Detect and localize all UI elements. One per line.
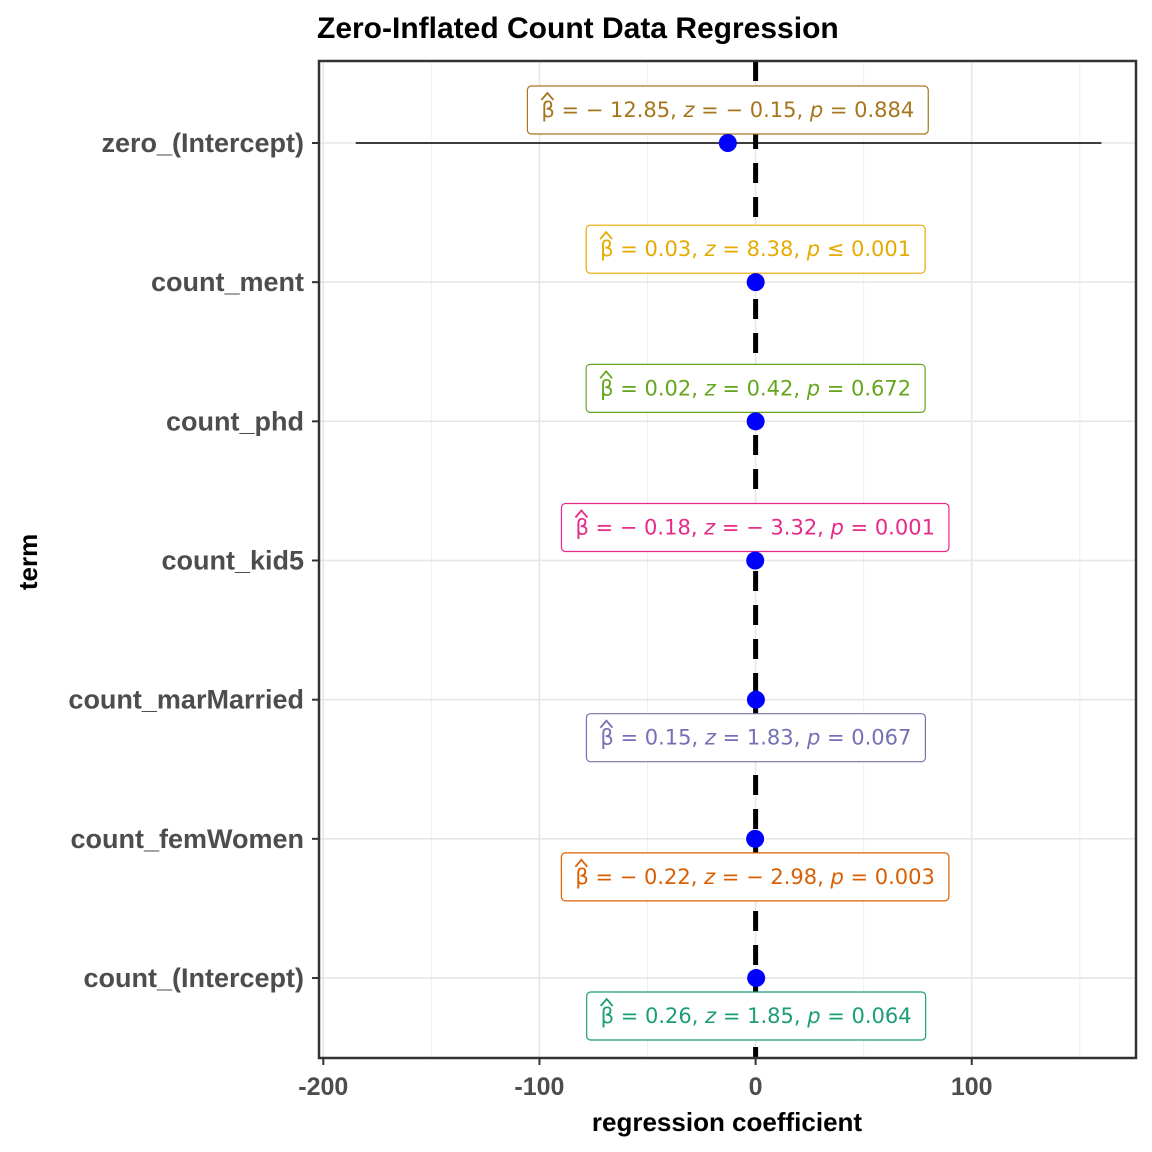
beta-hat-mark <box>574 509 589 519</box>
beta-hat-mark <box>599 230 613 240</box>
estimate-point <box>746 690 765 709</box>
coefficient-label: β = 0.02, z = 0.42, p = 0.672 <box>585 363 926 413</box>
estimate-point <box>746 551 765 570</box>
coefficient-labels: β = − 12.85, z = − 0.15, p = 0.884 β = 0.… <box>526 85 950 1041</box>
estimate-points <box>718 134 766 988</box>
x-axis-title: regression coefficient <box>592 1107 863 1137</box>
x-tick-label: 100 <box>951 1073 993 1101</box>
chart-title: Zero-Inflated Count Data Regression <box>317 12 839 45</box>
coefficient-label-box <box>560 852 950 902</box>
estimate-point <box>718 134 737 152</box>
y-tick-label: zero_(Intercept) <box>101 128 304 158</box>
estimate-point <box>747 969 766 988</box>
estimate-point <box>746 412 765 431</box>
coefficient-label-text: β = − 0.22, z = − 2.98, p = 0.003 <box>575 865 935 889</box>
y-tick-label: count_kid5 <box>161 546 304 576</box>
y-tick-label: count_(Intercept) <box>83 963 304 993</box>
beta-hat-mark <box>574 858 589 868</box>
coefficient-label-text: β = − 0.18, z = − 3.32, p = 0.001 <box>575 516 935 540</box>
coefficient-label: β = 0.26, z = 1.85, p = 0.064 <box>586 991 927 1041</box>
coefficient-label: β = − 0.18, z = − 3.32, p = 0.001 <box>560 502 950 553</box>
x-tick-label: -200 <box>298 1073 348 1101</box>
plot-panel-border <box>317 59 1138 1060</box>
y-tick-label: count_marMarried <box>68 685 304 715</box>
coefficient-label-box <box>585 713 927 763</box>
beta-hat-mark <box>599 997 614 1007</box>
coefficient-label: β = 0.15, z = 1.83, p = 0.067 <box>585 713 927 763</box>
y-axis: zero_(Intercept) count_ment count_phdcount… <box>68 128 319 993</box>
beta-hat-mark <box>599 369 613 379</box>
coefficient-label-box <box>586 991 927 1041</box>
y-tick-label: count_ment <box>151 267 304 297</box>
y-tick-label: count_phd <box>166 406 304 436</box>
coefficient-label-text: β = 0.02, z = 0.42, p = 0.672 <box>600 376 911 400</box>
estimate-point <box>746 829 765 848</box>
x-tick-label: -100 <box>514 1073 564 1101</box>
coefficient-label-text: β = 0.26, z = 1.85, p = 0.064 <box>601 1004 912 1028</box>
coefficient-label-text: β = 0.15, z = 1.83, p = 0.067 <box>600 726 911 750</box>
x-tick-label: 0 <box>749 1073 763 1101</box>
coefficient-label: β = − 12.85, z = − 0.15, p = 0.884 <box>526 85 929 135</box>
y-tick-label: count_femWomen <box>70 824 304 854</box>
beta-hat-mark <box>540 91 555 101</box>
estimate-point <box>746 273 765 292</box>
grid-lines <box>319 61 1136 1058</box>
coefficient-label-text: β = − 12.85, z = − 0.15, p = 0.884 <box>541 98 914 122</box>
coefficient-label: β = 0.03, z = 8.38, p ≤ 0.001 <box>585 224 926 274</box>
x-axis: -200 -100 0 100 <box>298 1058 993 1101</box>
beta-hat-mark <box>599 719 614 729</box>
coefficient-label: β = − 0.22, z = − 2.98, p = 0.003 <box>560 852 950 902</box>
coefficient-label-box <box>585 224 926 274</box>
y-axis-title: term <box>13 534 43 590</box>
coefficient-label-text: β = 0.03, z = 8.38, p ≤ 0.001 <box>600 237 911 261</box>
